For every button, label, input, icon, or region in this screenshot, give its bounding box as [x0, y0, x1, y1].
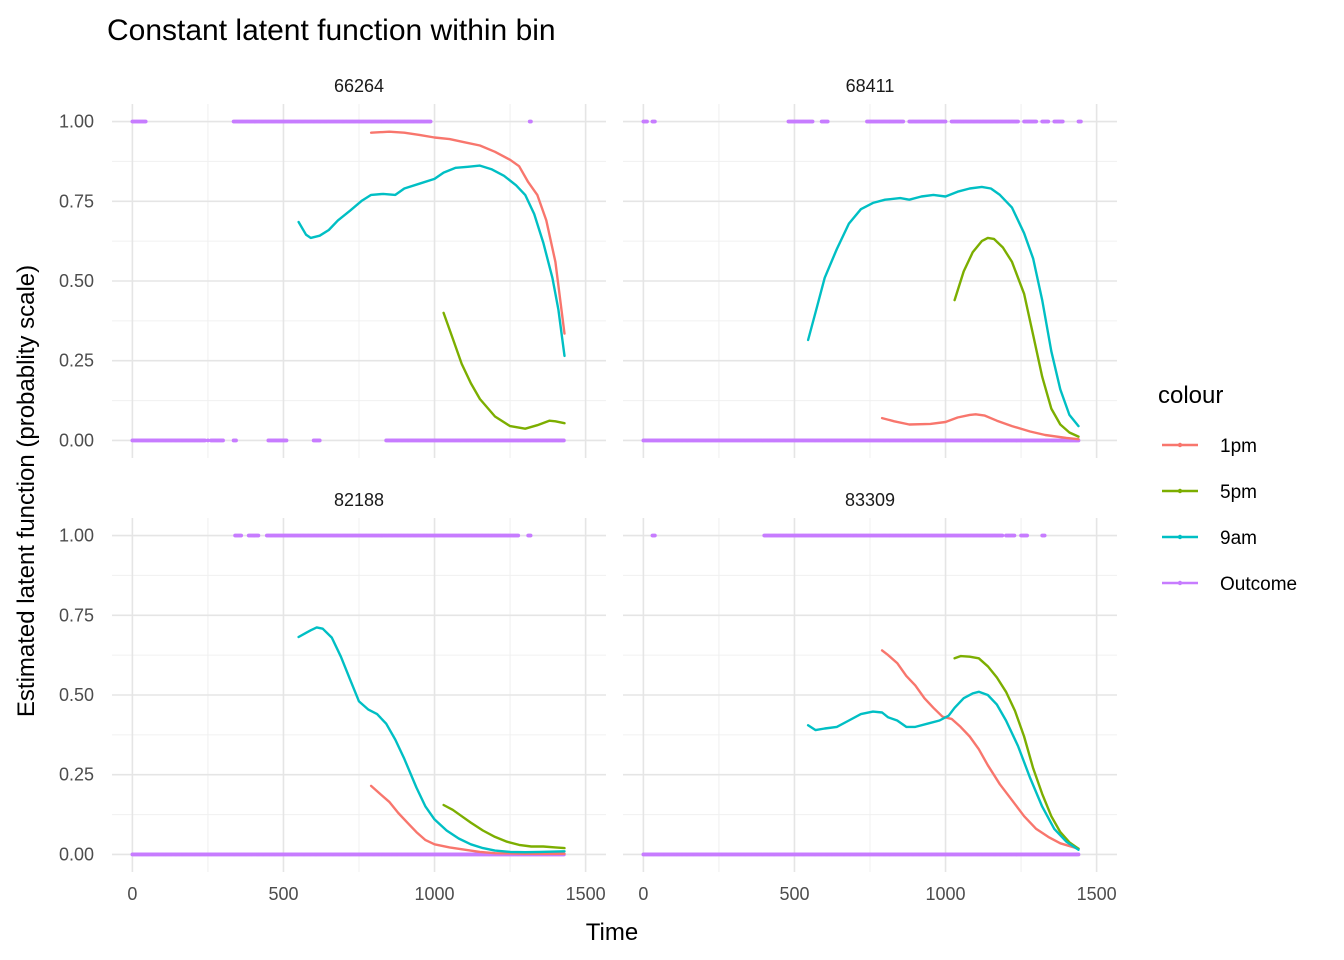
- outcome-point-1: [529, 119, 533, 124]
- outcome-point-1: [1060, 119, 1065, 124]
- series-line-1pm: [880, 413, 1080, 441]
- outcome-point-1: [1034, 119, 1039, 124]
- outcome-point-1: [645, 119, 649, 124]
- y-tick-label: 0.50: [59, 271, 94, 291]
- panel-title: 68411: [846, 76, 895, 96]
- outcome-point-1: [901, 119, 906, 124]
- legend-item-9am: 9am: [1162, 528, 1257, 549]
- legend-title: colour: [1158, 382, 1223, 409]
- x-axis-title: Time: [586, 919, 638, 946]
- panel-68411: 68411: [623, 76, 1117, 458]
- outcome-point-0: [206, 438, 210, 443]
- y-tick-label: 0.75: [59, 605, 94, 625]
- outcome-point-1: [516, 533, 521, 538]
- legend-swatch-point: [1177, 534, 1183, 540]
- outcome-point-1: [1025, 533, 1030, 538]
- y-tick-label: 0.75: [59, 191, 94, 211]
- outcome-point-0: [561, 438, 566, 443]
- outcome-point-1: [1042, 533, 1047, 538]
- y-tick-label: 0.25: [59, 351, 94, 371]
- x-tick-label: 500: [779, 884, 809, 904]
- x-tick-label: 500: [268, 884, 298, 904]
- outcome-point-1: [239, 533, 244, 538]
- outcome-point-1: [256, 533, 261, 538]
- series-line-9am: [806, 690, 1080, 851]
- outcome-series: [641, 119, 1083, 443]
- x-tick-label: 1000: [926, 884, 966, 904]
- outcome-point-0: [234, 438, 238, 443]
- outcome-point-0: [317, 438, 322, 443]
- series-line-5pm: [953, 654, 1080, 850]
- legend-swatch-point: [1177, 442, 1183, 448]
- outcome-point-0: [284, 438, 289, 443]
- legend-label: 9am: [1220, 528, 1257, 549]
- legend-label: 1pm: [1220, 436, 1257, 457]
- outcome-point-1: [652, 533, 657, 538]
- y-axis-title: Estimated latent function (probablity sc…: [13, 265, 40, 717]
- outcome-point-1: [143, 119, 148, 124]
- panel-83309: 83309 0 500 1000 1500: [623, 490, 1117, 904]
- series-line-1pm: [369, 784, 566, 855]
- series-line-5pm: [442, 803, 566, 850]
- outcome-point-1: [810, 119, 815, 124]
- y-tick-label: 1.00: [59, 526, 94, 546]
- x-tick-label: 1500: [1077, 884, 1117, 904]
- x-tick-label: 1000: [415, 884, 455, 904]
- y-tick-label: 0.00: [59, 430, 94, 450]
- series-line-5pm: [953, 236, 1080, 438]
- outcome-point-1: [1000, 533, 1005, 538]
- series-line-5pm: [442, 311, 566, 430]
- legend-swatch-point: [1177, 580, 1183, 586]
- series-line-9am: [297, 626, 566, 854]
- x-tick-label: 0: [127, 884, 137, 904]
- outcome-point-1: [825, 119, 830, 124]
- chart-title: Constant latent function within bin: [107, 14, 556, 47]
- series-line-9am: [806, 185, 1080, 428]
- outcome-point-1: [428, 119, 433, 124]
- outcome-series: [130, 533, 566, 857]
- outcome-point-0: [221, 438, 225, 443]
- y-tick-label: 0.50: [59, 685, 94, 705]
- outcome-point-1: [1046, 119, 1051, 124]
- legend: colour 1pm 5pm 9am Outcome: [1158, 382, 1297, 595]
- panel-title: 66264: [334, 76, 384, 96]
- x-tick-label: 1500: [566, 884, 606, 904]
- panel-66264: 66264 0.00 0.25 0.50 0.75 1.00: [59, 76, 606, 458]
- outcome-point-0: [203, 438, 207, 443]
- outcome-point-1: [1078, 119, 1083, 124]
- outcome-point-1: [652, 119, 657, 124]
- outcome-point-1: [943, 119, 948, 124]
- panel-title: 82188: [334, 490, 384, 510]
- outcome-point-0: [1076, 852, 1081, 857]
- facet-panels: 66264 0.00 0.25 0.50 0.75 1.00 68411 82188 0.00 0…: [59, 76, 1117, 904]
- outcome-point-1: [1016, 119, 1020, 124]
- series-line-1pm: [369, 130, 566, 335]
- legend-label: Outcome: [1220, 574, 1297, 595]
- series-line-1pm: [880, 649, 1080, 850]
- x-tick-label: 0: [638, 884, 648, 904]
- legend-swatch-point: [1177, 488, 1183, 494]
- outcome-point-1: [1012, 533, 1017, 538]
- outcome-series: [641, 533, 1081, 857]
- y-tick-label: 1.00: [59, 112, 94, 132]
- y-tick-label: 0.25: [59, 765, 94, 785]
- y-tick-label: 0.00: [59, 844, 94, 864]
- legend-item-outcome: Outcome: [1162, 574, 1297, 595]
- legend-label: 5pm: [1220, 482, 1257, 503]
- outcome-point-1: [528, 533, 533, 538]
- outcome-series: [130, 119, 566, 443]
- series-line-9am: [297, 164, 566, 358]
- panel-82188: 82188 0.00 0.25 0.50 0.75 1.00 0 500 1000 1500: [59, 490, 606, 904]
- legend-item-5pm: 5pm: [1162, 482, 1257, 503]
- legend-item-1pm: 1pm: [1162, 436, 1257, 457]
- panel-title: 83309: [845, 490, 895, 510]
